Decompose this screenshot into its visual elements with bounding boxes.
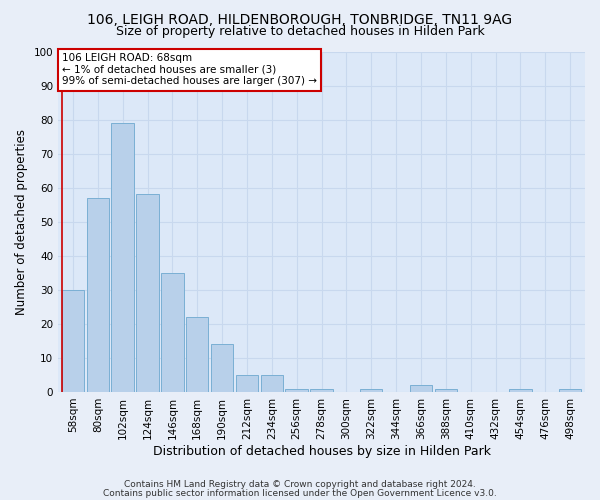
Bar — [236, 375, 258, 392]
Bar — [211, 344, 233, 392]
Text: Contains public sector information licensed under the Open Government Licence v3: Contains public sector information licen… — [103, 488, 497, 498]
Bar — [186, 317, 208, 392]
Bar — [161, 273, 184, 392]
Bar — [410, 385, 432, 392]
Bar — [62, 290, 84, 392]
Bar — [310, 388, 333, 392]
Bar — [360, 388, 382, 392]
Bar — [136, 194, 159, 392]
X-axis label: Distribution of detached houses by size in Hilden Park: Distribution of detached houses by size … — [152, 444, 491, 458]
Y-axis label: Number of detached properties: Number of detached properties — [15, 128, 28, 314]
Text: Size of property relative to detached houses in Hilden Park: Size of property relative to detached ho… — [116, 25, 484, 38]
Bar — [86, 198, 109, 392]
Text: 106 LEIGH ROAD: 68sqm
← 1% of detached houses are smaller (3)
99% of semi-detach: 106 LEIGH ROAD: 68sqm ← 1% of detached h… — [62, 53, 317, 86]
Bar — [260, 375, 283, 392]
Text: 106, LEIGH ROAD, HILDENBOROUGH, TONBRIDGE, TN11 9AG: 106, LEIGH ROAD, HILDENBOROUGH, TONBRIDG… — [88, 12, 512, 26]
Bar — [112, 123, 134, 392]
Bar — [509, 388, 532, 392]
Bar — [434, 388, 457, 392]
Bar — [286, 388, 308, 392]
Text: Contains HM Land Registry data © Crown copyright and database right 2024.: Contains HM Land Registry data © Crown c… — [124, 480, 476, 489]
Bar — [559, 388, 581, 392]
